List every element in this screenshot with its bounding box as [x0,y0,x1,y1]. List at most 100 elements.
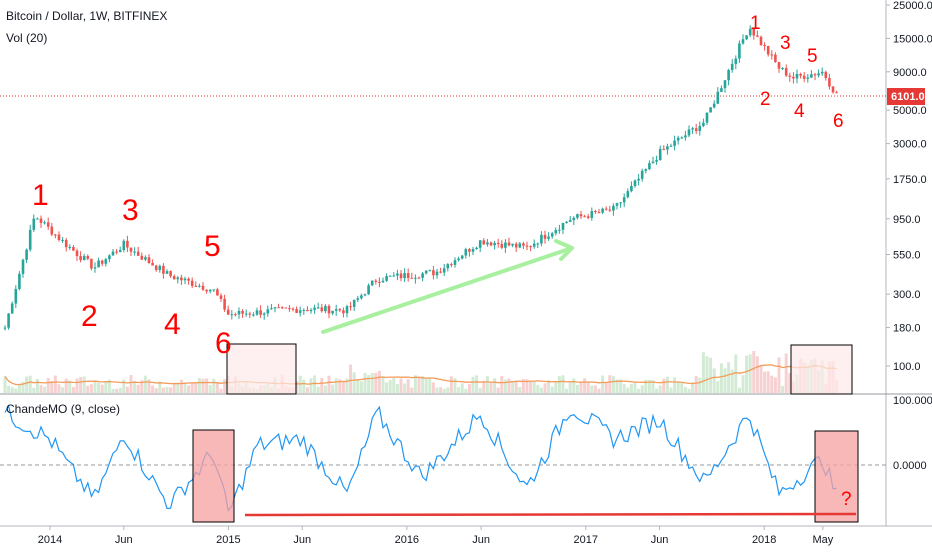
candle-body [792,76,795,79]
candle-body [252,314,255,316]
candle-body [208,289,212,292]
candle-body [64,239,68,248]
candle-body [118,249,122,252]
candle-body [493,242,496,246]
volume-bar [529,381,533,393]
candle-body [147,257,151,264]
volume-bar [399,378,403,393]
volume-bar [316,386,320,393]
candle-body [309,309,313,312]
candle-body [536,243,540,245]
candle-body [288,308,291,310]
volume-bar [104,381,108,393]
candle-body [504,242,507,248]
volume-bar [39,385,43,393]
candle-body [507,242,511,246]
candle-body [302,309,306,311]
candle-body [698,125,702,131]
volume-bar [719,363,723,393]
candle-body [381,280,385,283]
volume-bar [748,354,752,393]
price-tick-label: 100.0 [893,361,921,373]
volume-bar [57,384,61,393]
candle-body [806,77,810,79]
candle-body [248,313,252,315]
candle-body [565,221,568,223]
candle-body [7,313,10,328]
volume-bar [129,375,133,393]
candle-body [453,260,457,265]
candle-body [68,247,72,249]
candle-body [403,273,406,279]
candle-body [360,295,363,299]
candle-body [597,212,601,214]
volume-bar [374,372,378,393]
candle-body [543,234,547,239]
candle-body [442,268,446,273]
volume-bar [518,387,522,393]
volume-bar [97,382,101,393]
wave-label-right-3: 3 [780,33,791,54]
candle-body [374,280,378,282]
candle-body [784,67,788,76]
volume-bar [14,388,18,393]
wave-label-left-2: 2 [81,300,98,333]
volume-bar [467,384,471,393]
candle-body [529,246,532,248]
time-axis[interactable]: 2014 Jun 2015 Jun 2016 Jun 2017 Jun 2018 May [38,526,834,546]
candle-body [226,309,230,315]
candle-body [594,211,597,213]
volume-bar [676,382,680,393]
volume-bar [475,375,479,393]
volume-bar [323,385,327,393]
volume-bar [223,379,227,393]
candle-body [730,63,734,70]
volume-bar [25,376,29,393]
candle-body [43,222,46,224]
candle-body [835,92,838,94]
candle-body [93,267,97,269]
candle-body [140,255,144,260]
volume-bar [215,382,219,393]
candle-body [738,43,741,59]
volume-bar [496,387,500,393]
candle-body [284,307,288,309]
time-axis-label: Jun [293,534,311,546]
candle-body [370,280,374,286]
volume-bar [190,382,194,393]
candle-body [766,46,770,55]
candle-body [511,243,514,246]
volume-bar [313,375,317,393]
candle-body [219,295,223,299]
volume-bar [140,380,144,393]
time-axis-label: 2014 [38,534,62,546]
volume-bar [367,374,371,393]
volume-bar [460,383,464,393]
volume-bar [3,376,7,393]
candle-body [666,146,669,150]
candle-body [327,305,331,314]
cmo-tick-100: 100.0000 [893,395,932,407]
candle-body [424,270,428,274]
candle-body [414,277,417,279]
volume-bar [446,387,450,393]
volume-bar [86,385,90,393]
volume-bar [122,379,126,393]
candle-body [180,277,183,281]
volume-bar [154,388,158,393]
candle-body [388,275,392,277]
volume-bar [208,385,212,393]
candle-body [176,277,180,280]
volume-bar [431,382,435,393]
price-axis[interactable]: 25000.0 15000.0 9000.0 5000.0 3000.0 1750.0 95… [886,0,932,373]
volume-bar [7,385,11,393]
candle-body [162,265,165,274]
candle-body [183,278,187,281]
volume-bar [449,376,453,393]
volume-bar [305,387,309,393]
volume-bar [424,377,428,393]
candle-body [136,251,140,256]
candle-body [410,277,414,279]
volume-bar [331,384,335,393]
